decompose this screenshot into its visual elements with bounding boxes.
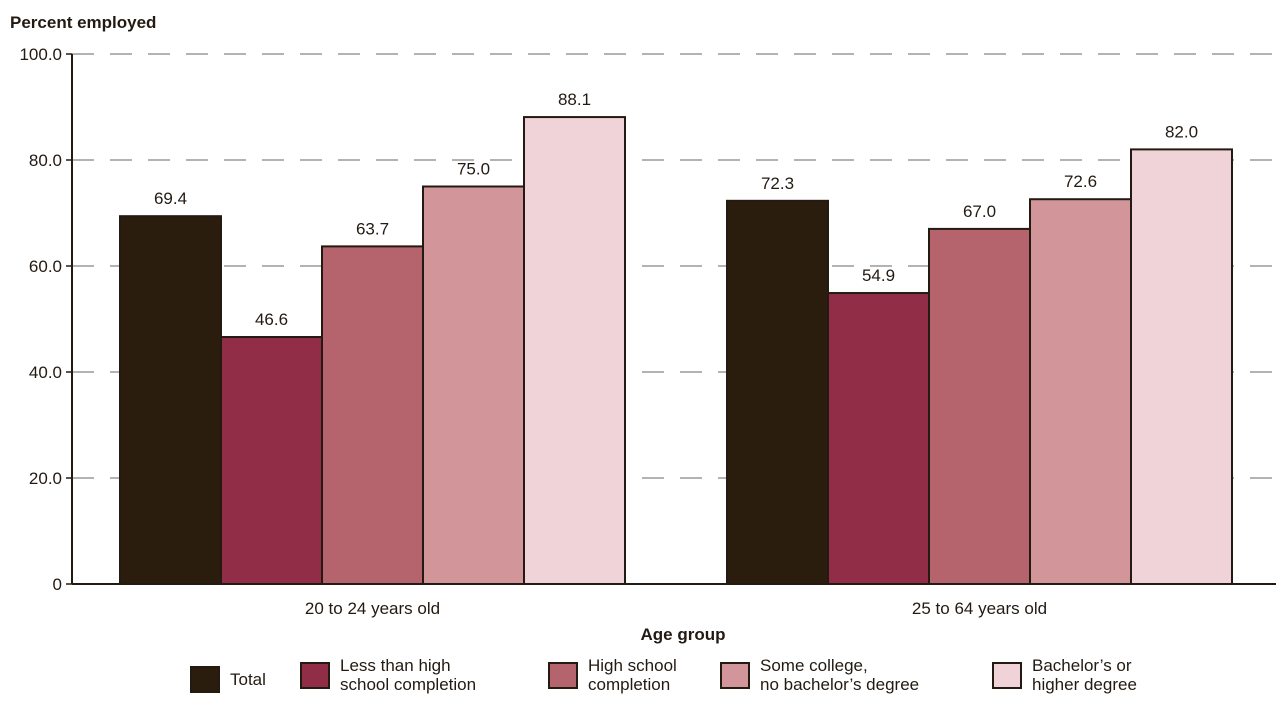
x-category-label: 20 to 24 years old [305,599,440,618]
legend-swatch [720,661,750,689]
x-category-label: 25 to 64 years old [912,599,1047,618]
legend-item: Bachelor’s or higher degree [992,656,1137,694]
data-label: 72.3 [761,174,794,193]
bar [119,215,222,585]
legend-item: Less than high school completion [300,656,476,694]
legend-item: Total [190,666,266,693]
legend-item: Some college, no bachelor’s degree [720,656,919,694]
y-axis-ticks: 0 20.0 40.0 60.0 80.0 100.0 [19,45,72,594]
y-axis-label: Percent employed [10,13,156,32]
y-tick-label: 80.0 [29,151,62,170]
x-axis-label: Age group [641,625,726,644]
bar [422,185,525,585]
legend-item: High school completion [548,656,677,694]
bars: 69.4 72.3 46.6 54.9 63.7 67.0 75.0 72.6 88.1 82.0 [119,90,1233,585]
x-axis-categories: 20 to 24 years old 25 to 64 years old [305,599,1047,618]
bar [1029,198,1132,585]
legend-swatch [548,661,578,689]
bar [928,227,1031,585]
data-label: 82.0 [1165,122,1198,141]
legend-label: Less than high school completion [340,656,477,694]
y-tick-label: 0 [53,575,62,594]
legend-swatch [300,661,330,689]
bar [726,199,829,585]
data-label: 75.0 [457,160,490,179]
legend-label: Some college, no bachelor’s degree [760,656,920,694]
data-label: 88.1 [558,90,591,109]
data-label: 63.7 [356,219,389,238]
bar [827,292,930,585]
bar [321,245,424,585]
bar [220,336,323,585]
y-tick-label: 40.0 [29,363,62,382]
bar-chart: Percent employed 020.040.060.080.0100.0 … [10,13,1276,644]
legend-label: Bachelor’s or higher degree [1032,656,1137,694]
legend: Total Less than high school completion Hig… [0,652,1276,702]
data-label: 46.6 [255,310,288,329]
legend-label: High school completion [588,656,677,694]
bar [523,116,626,585]
data-label: 67.0 [963,202,996,221]
axes [71,54,1276,585]
bar [1130,148,1233,585]
legend-swatch [992,661,1022,689]
data-label: 69.4 [154,189,187,208]
legend-swatch [190,666,220,693]
y-tick-label: 20.0 [29,469,62,488]
y-tick-label: 60.0 [29,257,62,276]
data-label: 72.6 [1064,172,1097,191]
legend-label: Total [230,670,266,689]
data-label: 54.9 [862,266,895,285]
y-tick-label: 100.0 [19,45,62,64]
